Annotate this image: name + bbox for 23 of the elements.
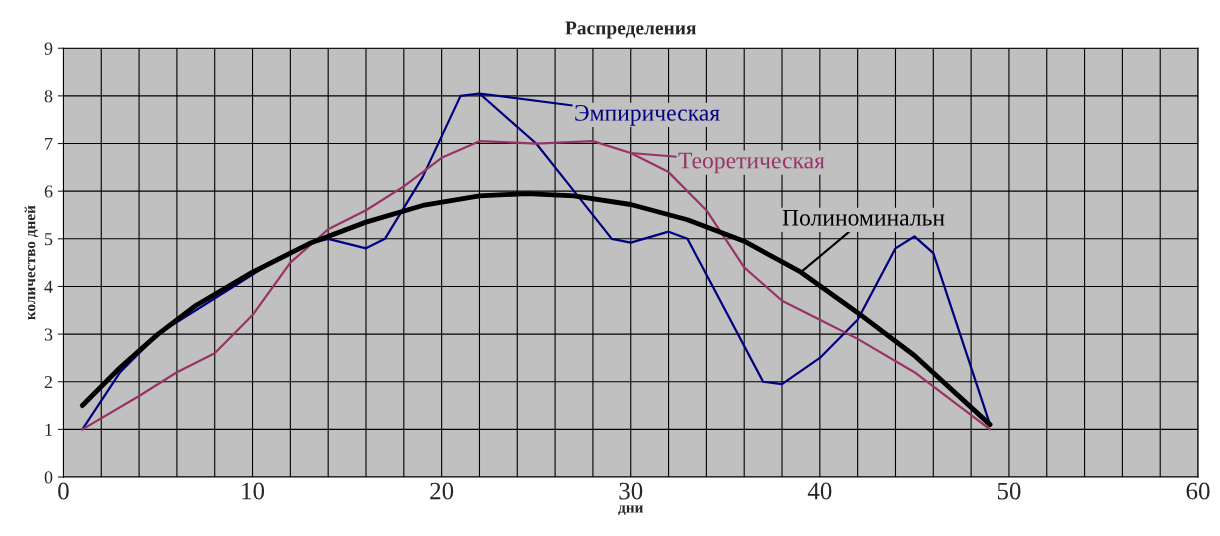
x-tick-label: 50 xyxy=(997,482,1021,500)
x-tick-label: 60 xyxy=(1186,482,1210,500)
y-tick-label: 6 xyxy=(44,185,53,198)
series-label: Полиноминальн xyxy=(782,209,945,226)
x-tick-label: 40 xyxy=(807,482,832,500)
y-tick-label: 0 xyxy=(44,471,53,484)
y-tick-label: 7 xyxy=(45,137,53,150)
x-tick-label: 0 xyxy=(58,482,69,500)
y-tick-label: 8 xyxy=(44,90,53,103)
y-tick-label: 2 xyxy=(44,376,53,389)
x-tick-label: 10 xyxy=(242,482,265,500)
y-tick-label: 5 xyxy=(45,233,53,246)
y-tick-label: 9 xyxy=(44,42,53,55)
x-axis-title: дни xyxy=(618,505,643,516)
y-axis-title: количество дней xyxy=(24,205,38,320)
y-tick-label: 1 xyxy=(45,423,52,436)
chart-title: Распределения xyxy=(565,21,696,39)
x-tick-label: 20 xyxy=(430,482,454,500)
x-tick-label: 30 xyxy=(619,482,643,500)
y-tick-label: 4 xyxy=(44,280,53,293)
y-tick-label: 3 xyxy=(44,328,53,341)
legend-label: Теоретическая xyxy=(678,152,825,174)
legend-label: Эмпирическая xyxy=(575,104,720,126)
